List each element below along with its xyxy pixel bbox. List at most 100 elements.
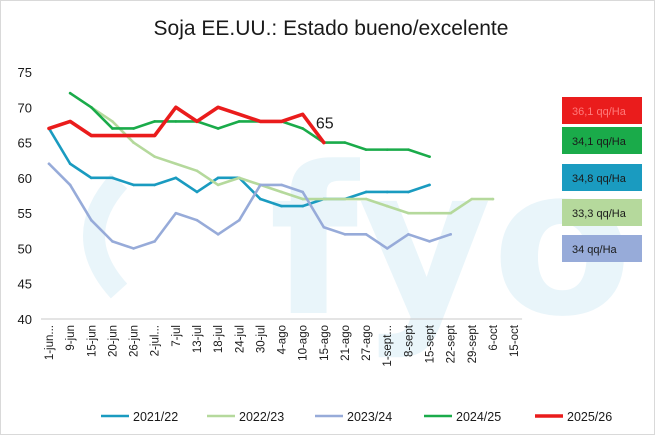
legend-item-2022-23: 2022/23 <box>207 410 284 424</box>
data-point <box>195 218 199 222</box>
data-point <box>280 204 283 208</box>
data-point <box>153 120 156 123</box>
data-point <box>216 127 220 130</box>
data-point <box>301 204 304 208</box>
data-point <box>491 197 495 201</box>
yield-box-bg <box>562 97 642 124</box>
data-point <box>343 141 347 144</box>
data-point <box>153 134 156 137</box>
x-tick-label: 30-jul <box>255 325 267 353</box>
yield-box-label: 34,8 qq/Ha <box>572 173 627 185</box>
data-point <box>407 211 410 215</box>
data-point <box>343 197 347 201</box>
x-tick-label: 4-ago <box>277 325 289 354</box>
legend-item-2023-24: 2023/24 <box>315 410 392 424</box>
data-point <box>132 127 135 130</box>
y-axis: 40 45 50 55 60 65 70 75 <box>18 65 32 327</box>
yield-box-2023-24: 34 qq/Ha <box>562 235 642 262</box>
series-2022-23 <box>89 105 495 215</box>
legend-label: 2025/26 <box>567 410 612 424</box>
data-point <box>153 155 156 158</box>
data-point <box>449 211 452 215</box>
x-tick-label: 9-jun <box>65 325 77 351</box>
series-2025-26 <box>47 105 326 145</box>
data-point <box>237 176 241 180</box>
data-point <box>301 190 304 194</box>
yield-box-bg <box>562 199 642 226</box>
x-tick-label: 15-ago <box>319 325 331 361</box>
data-point <box>216 176 220 180</box>
data-point <box>132 134 135 137</box>
data-point <box>322 197 326 201</box>
last-value-annotation: 65 <box>316 116 334 133</box>
x-tick-label: 26-jun <box>129 325 141 357</box>
data-point <box>407 190 410 194</box>
data-point <box>89 134 93 137</box>
data-point <box>280 190 283 194</box>
y-tick-label: 45 <box>18 277 32 292</box>
data-point <box>280 120 283 123</box>
yield-box-label: 33,3 qq/Ha <box>572 208 627 220</box>
data-point <box>237 120 241 123</box>
data-point <box>385 204 389 208</box>
yield-note-boxes: 36,1 qq/Ha 34,1 qq/Ha 34,8 qq/Ha 33,3 qq/Ha… <box>562 97 642 262</box>
yield-box-2021-22: 34,8 qq/Ha <box>562 164 642 191</box>
legend-label: 2023/24 <box>347 410 392 424</box>
data-point <box>68 91 72 95</box>
data-point <box>216 233 220 236</box>
data-point <box>111 127 114 130</box>
x-tick-label: 29-sept <box>467 324 479 363</box>
data-point <box>301 127 304 130</box>
data-point <box>237 218 241 222</box>
data-point <box>111 120 114 123</box>
data-point <box>280 183 283 187</box>
data-point <box>364 190 368 194</box>
data-point <box>132 183 135 187</box>
x-tick-label: 24-jul <box>234 325 246 353</box>
data-point <box>407 233 410 236</box>
data-point <box>195 120 199 123</box>
data-point <box>343 233 347 236</box>
data-point <box>111 134 114 137</box>
data-point <box>68 120 72 123</box>
x-tick-label: 18-jul <box>213 325 225 353</box>
x-tick-label: 13-jul <box>192 325 204 353</box>
data-point <box>301 197 304 201</box>
x-tick-label: 10-ago <box>298 325 310 361</box>
data-point <box>47 162 51 166</box>
x-tick-label: 22-sept <box>446 324 458 363</box>
x-tick-label: 20-jun <box>107 325 119 357</box>
x-tick-label: 2-jul... <box>150 325 162 356</box>
x-tick-label: 7-jul <box>171 325 183 347</box>
data-point <box>470 197 474 201</box>
data-point <box>111 240 114 243</box>
yield-box-bg <box>562 127 642 154</box>
data-point <box>364 233 368 236</box>
data-point <box>132 247 135 250</box>
yield-box-2024-25: 34,1 qq/Ha <box>562 127 642 154</box>
data-point <box>68 162 72 166</box>
legend-item-2024-25: 2024/25 <box>424 410 501 424</box>
series-2023-24 <box>47 162 452 250</box>
data-point <box>259 183 262 187</box>
x-tick-label: 27-ago <box>361 325 373 361</box>
data-point <box>174 211 178 215</box>
legend-label: 2021/22 <box>133 410 178 424</box>
data-point <box>385 190 389 194</box>
y-tick-label: 65 <box>18 136 32 151</box>
y-tick-label: 75 <box>18 65 32 80</box>
yield-box-bg <box>562 164 642 191</box>
y-tick-label: 55 <box>18 206 32 221</box>
x-tick-label: 8-sept <box>403 324 415 357</box>
y-tick-label: 50 <box>18 241 32 256</box>
yield-box-label: 34,1 qq/Ha <box>572 136 627 148</box>
data-point <box>89 218 93 222</box>
data-point <box>364 148 368 151</box>
data-point <box>301 113 304 116</box>
data-point <box>89 176 93 180</box>
x-tick-label: 1-sept... <box>382 325 394 367</box>
series-line <box>47 105 326 145</box>
data-point <box>428 211 431 215</box>
